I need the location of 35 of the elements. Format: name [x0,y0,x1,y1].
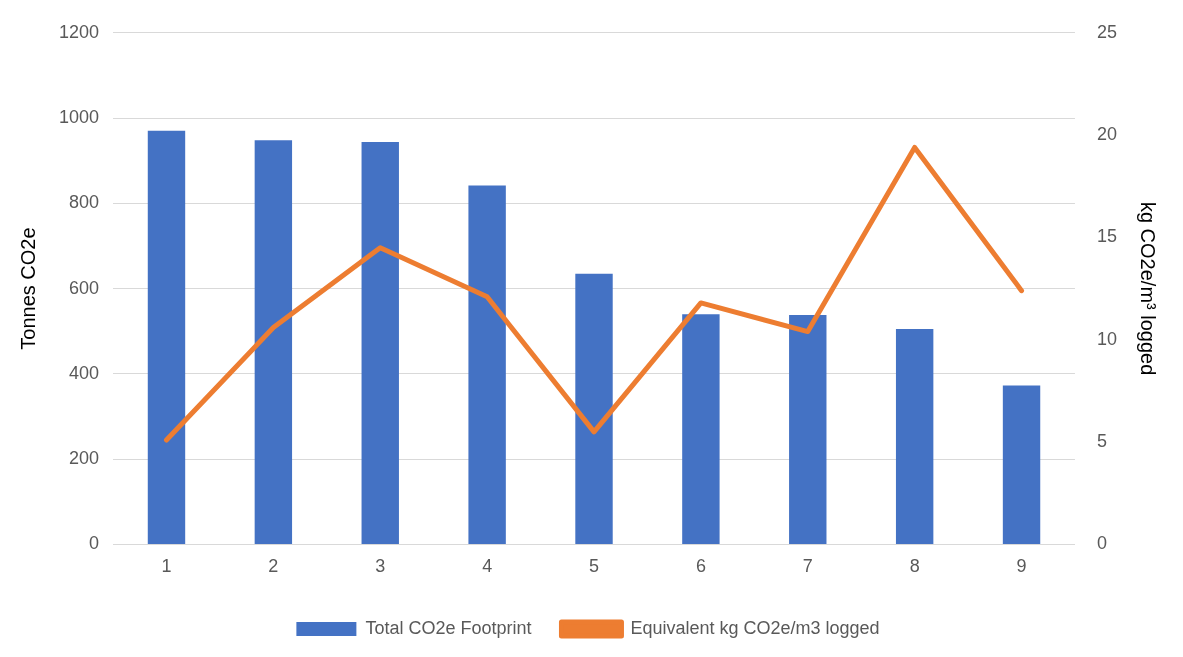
x-tick-label: 9 [1016,556,1027,577]
x-tick-label: 5 [589,556,600,577]
y-tick-label: 1200 [59,21,100,42]
x-tick-label: 7 [802,556,813,577]
bar [147,130,186,544]
bar [1002,385,1041,544]
x-tick-label: 1 [161,556,172,577]
bar [895,329,934,544]
y-tick-label: 1000 [59,107,100,128]
bar [789,315,827,544]
x-tick-label: 2 [268,556,279,577]
legend-label: Total CO2e Footprint [365,617,532,638]
y2-tick-label: 5 [1096,431,1107,452]
y2-tick-label: 15 [1096,226,1118,247]
y2-tick-label: 20 [1096,124,1118,145]
y2-axis-title: kg CO2e/m³ logged [1137,201,1160,376]
y-tick-label: 400 [69,362,100,383]
bar [575,273,613,544]
y-axis-title: Tonnes CO2e [16,227,39,350]
bar [361,141,399,544]
legend-label: Equivalent kg CO2e/m3 logged [630,617,880,638]
x-tick-label: 8 [909,556,920,577]
y2-tick-label: 10 [1096,328,1118,349]
bar [468,185,506,544]
y-tick-label: 600 [69,277,100,298]
x-tick-label: 6 [695,556,706,577]
y-tick-label: 800 [69,192,100,213]
y-tick-label: 0 [89,533,100,554]
x-tick-label: 4 [482,556,493,577]
y2-tick-label: 0 [1096,533,1107,554]
y2-tick-label: 25 [1096,21,1118,42]
y-tick-label: 200 [69,448,100,469]
bar [254,140,293,544]
x-tick-label: 3 [375,556,386,577]
bar [682,314,720,544]
